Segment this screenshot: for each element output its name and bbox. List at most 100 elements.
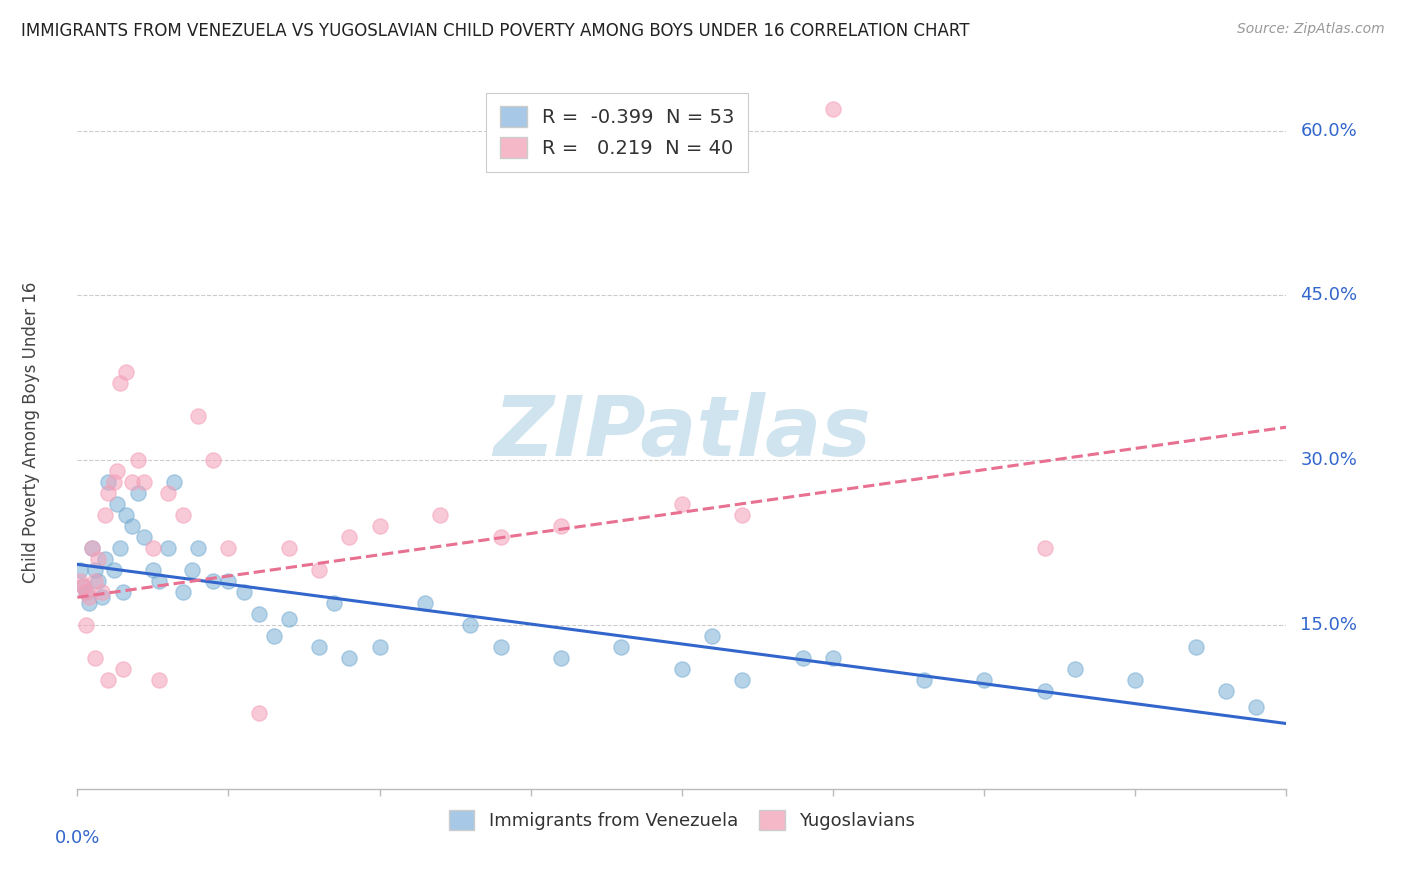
Point xyxy=(247,706,270,720)
Point xyxy=(84,650,107,665)
Point xyxy=(79,591,101,605)
Point xyxy=(278,541,301,555)
Text: 60.0%: 60.0% xyxy=(1301,121,1357,140)
Point xyxy=(973,673,995,687)
Point xyxy=(912,673,935,687)
Point xyxy=(550,650,572,665)
Point xyxy=(69,563,91,577)
Text: 45.0%: 45.0% xyxy=(1301,286,1358,304)
Point xyxy=(1215,683,1237,698)
Point xyxy=(105,464,128,478)
Point xyxy=(1184,640,1206,654)
Point xyxy=(489,640,512,654)
Point xyxy=(458,617,481,632)
Point xyxy=(75,584,97,599)
Point xyxy=(172,584,194,599)
Point xyxy=(821,650,844,665)
Point xyxy=(148,574,170,588)
Point xyxy=(172,508,194,522)
Point xyxy=(90,584,112,599)
Point xyxy=(87,574,110,588)
Point xyxy=(232,584,254,599)
Point xyxy=(121,475,143,489)
Point xyxy=(114,365,136,379)
Point xyxy=(489,530,512,544)
Text: ZIPatlas: ZIPatlas xyxy=(494,392,870,473)
Point xyxy=(187,541,209,555)
Point xyxy=(702,629,724,643)
Point xyxy=(263,629,285,643)
Point xyxy=(72,579,94,593)
Point xyxy=(108,541,131,555)
Point xyxy=(202,453,225,467)
Point xyxy=(82,541,104,555)
Point xyxy=(108,376,131,391)
Point xyxy=(368,519,391,533)
Text: 0.0%: 0.0% xyxy=(55,829,100,847)
Point xyxy=(1123,673,1146,687)
Legend: Immigrants from Venezuela, Yugoslavians: Immigrants from Venezuela, Yugoslavians xyxy=(437,799,927,841)
Point xyxy=(187,409,209,424)
Point xyxy=(142,563,165,577)
Point xyxy=(96,673,118,687)
Point xyxy=(157,486,180,500)
Point xyxy=(247,607,270,621)
Point xyxy=(550,519,572,533)
Point xyxy=(181,563,204,577)
Point xyxy=(308,563,330,577)
Point xyxy=(79,596,101,610)
Point xyxy=(132,530,155,544)
Point xyxy=(218,574,240,588)
Point xyxy=(1064,662,1087,676)
Point xyxy=(111,584,134,599)
Point xyxy=(337,530,360,544)
Point xyxy=(671,497,693,511)
Point xyxy=(75,584,97,599)
Point xyxy=(87,552,110,566)
Point xyxy=(132,475,155,489)
Point xyxy=(93,508,115,522)
Point xyxy=(111,662,134,676)
Point xyxy=(278,612,301,626)
Point xyxy=(148,673,170,687)
Point xyxy=(75,617,97,632)
Point xyxy=(821,102,844,116)
Point xyxy=(337,650,360,665)
Point xyxy=(82,541,104,555)
Point xyxy=(114,508,136,522)
Point xyxy=(1033,683,1056,698)
Point xyxy=(163,475,186,489)
Point xyxy=(368,640,391,654)
Point xyxy=(96,475,118,489)
Point xyxy=(1246,700,1268,714)
Point xyxy=(157,541,180,555)
Point xyxy=(731,508,754,522)
Point xyxy=(671,662,693,676)
Point xyxy=(90,591,112,605)
Point xyxy=(127,486,149,500)
Point xyxy=(69,574,91,588)
Point xyxy=(84,574,107,588)
Point xyxy=(202,574,225,588)
Point xyxy=(103,563,125,577)
Text: Child Poverty Among Boys Under 16: Child Poverty Among Boys Under 16 xyxy=(22,282,41,583)
Point xyxy=(96,486,118,500)
Point xyxy=(127,453,149,467)
Point xyxy=(218,541,240,555)
Point xyxy=(731,673,754,687)
Point xyxy=(413,596,436,610)
Point xyxy=(792,650,814,665)
Text: 30.0%: 30.0% xyxy=(1301,451,1357,469)
Text: 15.0%: 15.0% xyxy=(1301,615,1357,633)
Text: Source: ZipAtlas.com: Source: ZipAtlas.com xyxy=(1237,22,1385,37)
Point xyxy=(1033,541,1056,555)
Point xyxy=(103,475,125,489)
Text: IMMIGRANTS FROM VENEZUELA VS YUGOSLAVIAN CHILD POVERTY AMONG BOYS UNDER 16 CORRE: IMMIGRANTS FROM VENEZUELA VS YUGOSLAVIAN… xyxy=(21,22,970,40)
Point xyxy=(93,552,115,566)
Point xyxy=(142,541,165,555)
Point xyxy=(429,508,451,522)
Point xyxy=(121,519,143,533)
Point xyxy=(308,640,330,654)
Point xyxy=(105,497,128,511)
Point xyxy=(610,640,633,654)
